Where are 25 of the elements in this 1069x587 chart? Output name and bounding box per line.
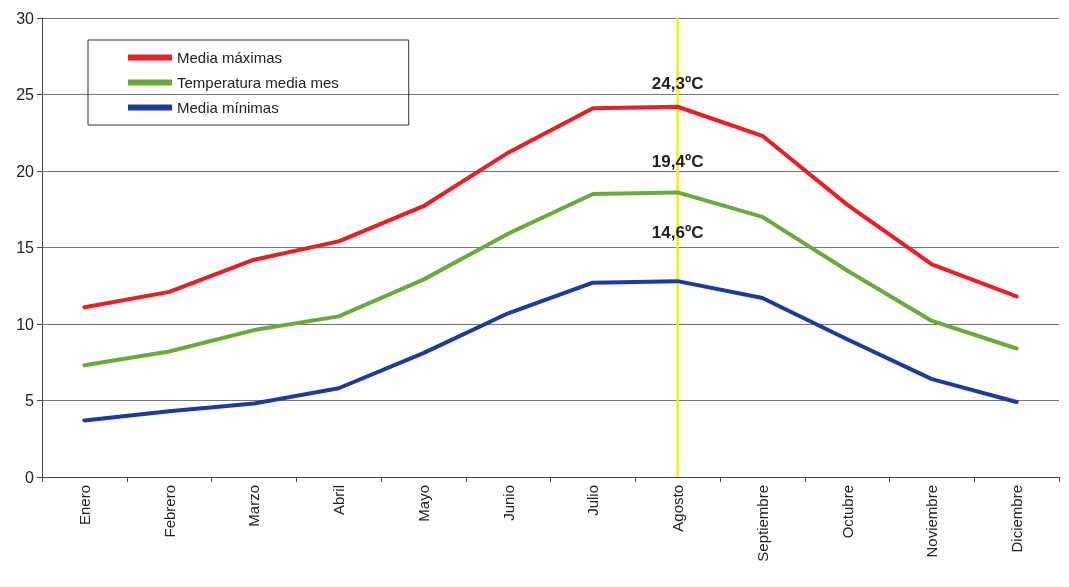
x-tick-label: Diciembre <box>1008 485 1026 553</box>
y-tick-label: 30 <box>16 9 35 27</box>
x-tick-label: Junio <box>499 485 517 521</box>
x-tick-label: Mayo <box>414 485 432 522</box>
line-series <box>82 190 1019 368</box>
y-tick-label: 10 <box>16 315 35 333</box>
line-series <box>82 104 1019 310</box>
x-tick-label: Noviembre <box>923 485 941 558</box>
y-tick-label: 0 <box>25 468 35 486</box>
x-tick-label: Julio <box>584 485 602 516</box>
x-tick-label: Febrero <box>160 485 178 538</box>
x-tick-label: Enero <box>75 485 93 526</box>
x-tick-label: Abril <box>330 485 348 516</box>
line-series <box>82 279 1019 423</box>
legend-label: Media mínimas <box>177 99 279 116</box>
x-tick-label: Marzo <box>245 485 263 527</box>
x-tick-label: Agosto <box>669 485 687 532</box>
legend-label: Media máximas <box>177 49 283 66</box>
y-tick-label: 5 <box>25 392 35 409</box>
x-tick-label: Septiembre <box>753 485 771 562</box>
legend-label: Temperatura media mes <box>177 74 339 91</box>
y-tick-label: 20 <box>16 162 35 180</box>
x-tick-label: Octubre <box>838 485 856 539</box>
y-tick-label: 25 <box>16 86 35 103</box>
y-tick-label: 15 <box>16 239 35 256</box>
